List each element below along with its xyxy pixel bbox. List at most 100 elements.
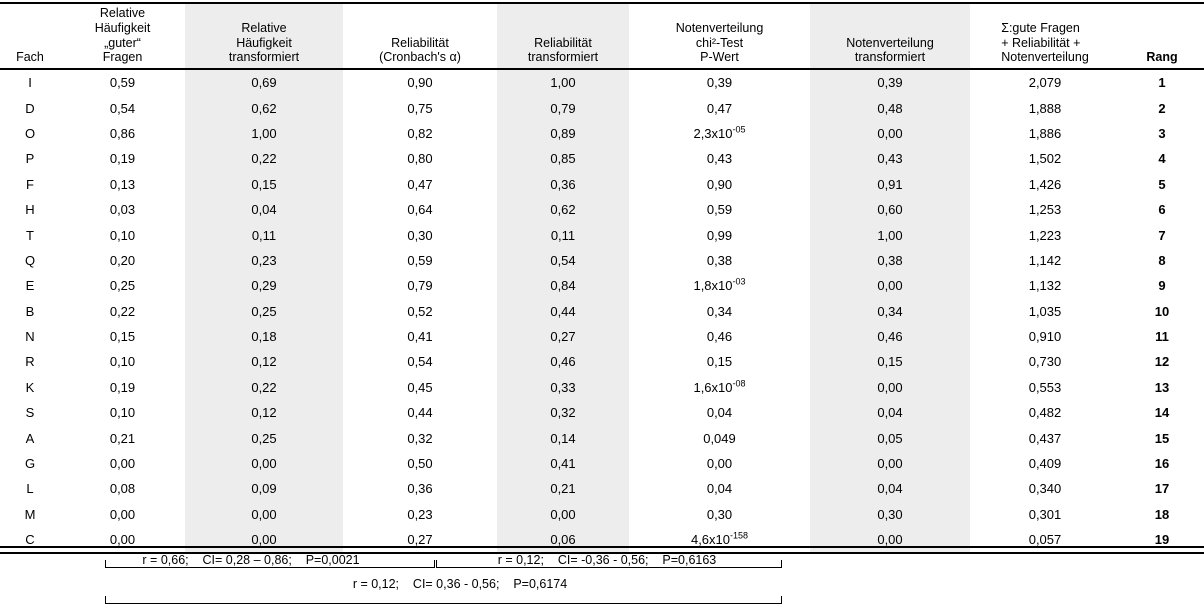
cell-rel-h: 0,22 [109, 303, 136, 319]
cell-noten-t: 0,46 [877, 329, 903, 345]
cell-rang: 10 [1154, 303, 1170, 319]
cell-rel-h: 0,13 [109, 176, 136, 192]
table-row: I 0,59 0,69 0,90 1,00 0,39 0,39 2,079 1 [0, 69, 1204, 95]
span-bracket-bottom [105, 596, 782, 604]
cell-p: 0,39 [706, 75, 733, 91]
cell-rang: 4 [1158, 151, 1166, 167]
cell-rel-t: 0,79 [550, 100, 576, 116]
exponent: -158 [730, 530, 749, 541]
cell-fach: L [26, 481, 34, 497]
cell-rel-h-t: 0,12 [251, 354, 277, 370]
cell-rang: 13 [1154, 379, 1170, 395]
cell-noten-t: 0,30 [877, 506, 903, 522]
cell-fach: D [25, 100, 35, 116]
cell-rang: 9 [1158, 278, 1166, 294]
cell-fach: I [28, 75, 32, 91]
cell-sum: 0,057 [1028, 532, 1062, 548]
cell-noten-t: 0,60 [877, 202, 903, 218]
cell-sum: 1,502 [1028, 151, 1062, 167]
cell-p: 1,6x10-08 [693, 378, 746, 395]
cell-rel-t: 0,33 [550, 379, 576, 395]
cell-rel-t: 0,41 [550, 456, 576, 472]
column-header-notenverteilung-p-wert: Notenverteilung chi²-Test P-Wert [629, 3, 810, 70]
cell-sum: 0,437 [1028, 430, 1062, 446]
cell-p: 0,15 [706, 354, 733, 370]
cell-noten-t: 0,00 [877, 456, 903, 472]
table-row: L 0,08 0,09 0,36 0,21 0,04 0,04 0,340 17 [0, 476, 1204, 501]
cell-rang: 3 [1158, 125, 1166, 141]
column-header-fach: Fach [0, 3, 60, 70]
column-header-label: Relative Häufigkeit transformiert [228, 20, 300, 65]
cell-p: 0,38 [706, 252, 733, 268]
cell-sum: 1,253 [1028, 202, 1062, 218]
cell-noten-t: 0,05 [877, 430, 903, 446]
column-header-label: Σ:gute Fragen + Reliabilität + Notenvert… [1001, 20, 1089, 65]
cell-sum: 0,482 [1028, 405, 1062, 421]
column-header-reliabilitaet-cronbach: Reliabilität (Cronbach's α) [343, 3, 497, 70]
cell-rel-h: 0,19 [109, 379, 136, 395]
cell-rel-t: 0,11 [550, 227, 576, 243]
cell-sum: 0,409 [1028, 456, 1062, 472]
span-bracket-left [105, 560, 435, 568]
cell-sum: 0,910 [1028, 329, 1062, 345]
cell-p: 0,30 [706, 506, 733, 522]
cell-rel-t: 1,00 [550, 75, 576, 91]
cell-rel: 0,41 [407, 329, 433, 345]
cell-rel-t: 0,89 [550, 125, 576, 141]
cell-rel: 0,52 [407, 303, 433, 319]
cell-rel-t: 0,46 [550, 354, 576, 370]
cell-p: 0,04 [706, 481, 733, 497]
table-row: M 0,00 0,00 0,23 0,00 0,30 0,30 0,301 18 [0, 502, 1204, 527]
cell-rang: 11 [1155, 329, 1169, 345]
cell-sum: 0,553 [1028, 379, 1062, 395]
cell-rang: 2 [1158, 100, 1166, 116]
column-header-notenverteilung-transformiert: Notenverteilung transformiert [810, 3, 970, 70]
cell-rel-h: 0,25 [109, 278, 136, 294]
cell-noten-t: 1,00 [877, 227, 903, 243]
cell-rel-h: 0,59 [109, 75, 136, 91]
cell-rel-t: 0,21 [550, 481, 576, 497]
cell-rel-h-t: 1,00 [251, 125, 277, 141]
cell-fach: P [25, 151, 35, 167]
cell-rel-h: 0,10 [109, 354, 136, 370]
table-bottom-double-rule [0, 546, 1204, 554]
cell-rel-h-t: 0,62 [251, 100, 277, 116]
column-header-label: Relative Häufigkeit „guter“ Fragen [94, 6, 151, 65]
cell-p: 0,049 [703, 430, 736, 446]
cell-rel-t: 0,85 [550, 151, 576, 167]
cell-noten-t: 0,38 [877, 252, 903, 268]
cell-fach: C [25, 532, 35, 548]
table-row: N 0,15 0,18 0,41 0,27 0,46 0,46 0,910 11 [0, 324, 1204, 349]
cell-rel: 0,32 [407, 430, 433, 446]
cell-p: 0,34 [706, 303, 733, 319]
cell-sum: 1,223 [1028, 227, 1062, 243]
exponent: -05 [732, 124, 746, 135]
cell-rel-h: 0,00 [109, 456, 136, 472]
cell-rel: 0,30 [407, 227, 433, 243]
table-row: A 0,21 0,25 0,32 0,14 0,049 0,05 0,437 15 [0, 425, 1204, 450]
cell-sum: 1,035 [1028, 303, 1062, 319]
cell-rel-h: 0,54 [109, 100, 136, 116]
cell-noten-t: 0,00 [877, 532, 903, 548]
cell-sum: 1,142 [1028, 252, 1062, 268]
cell-rel: 0,36 [407, 481, 433, 497]
cell-rel-h-t: 0,00 [251, 456, 277, 472]
cell-rel-t: 0,36 [550, 176, 576, 192]
cell-rang: 5 [1158, 176, 1166, 192]
cell-rang: 8 [1158, 252, 1166, 268]
table-row: G 0,00 0,00 0,50 0,41 0,00 0,00 0,409 16 [0, 451, 1204, 476]
cell-rang: 7 [1158, 227, 1166, 243]
cell-rel-t: 0,62 [550, 202, 576, 218]
cell-rel-h-t: 0,69 [251, 75, 277, 91]
column-header-rel-haeufigkeit-guter-fragen: Relative Häufigkeit „guter“ Fragen [60, 3, 185, 70]
cell-fach: M [24, 506, 36, 522]
cell-sum: 1,426 [1028, 176, 1062, 192]
cell-rel: 0,50 [407, 456, 433, 472]
cell-rel: 0,79 [407, 278, 433, 294]
results-table: Fach Relative Häufigkeit „guter“ Fragen … [0, 2, 1204, 553]
cell-rel-h-t: 0,25 [251, 303, 277, 319]
cell-rel-h-t: 0,29 [251, 278, 277, 294]
cell-rel-h: 0,03 [109, 202, 136, 218]
column-header-rang: Rang [1120, 3, 1204, 70]
